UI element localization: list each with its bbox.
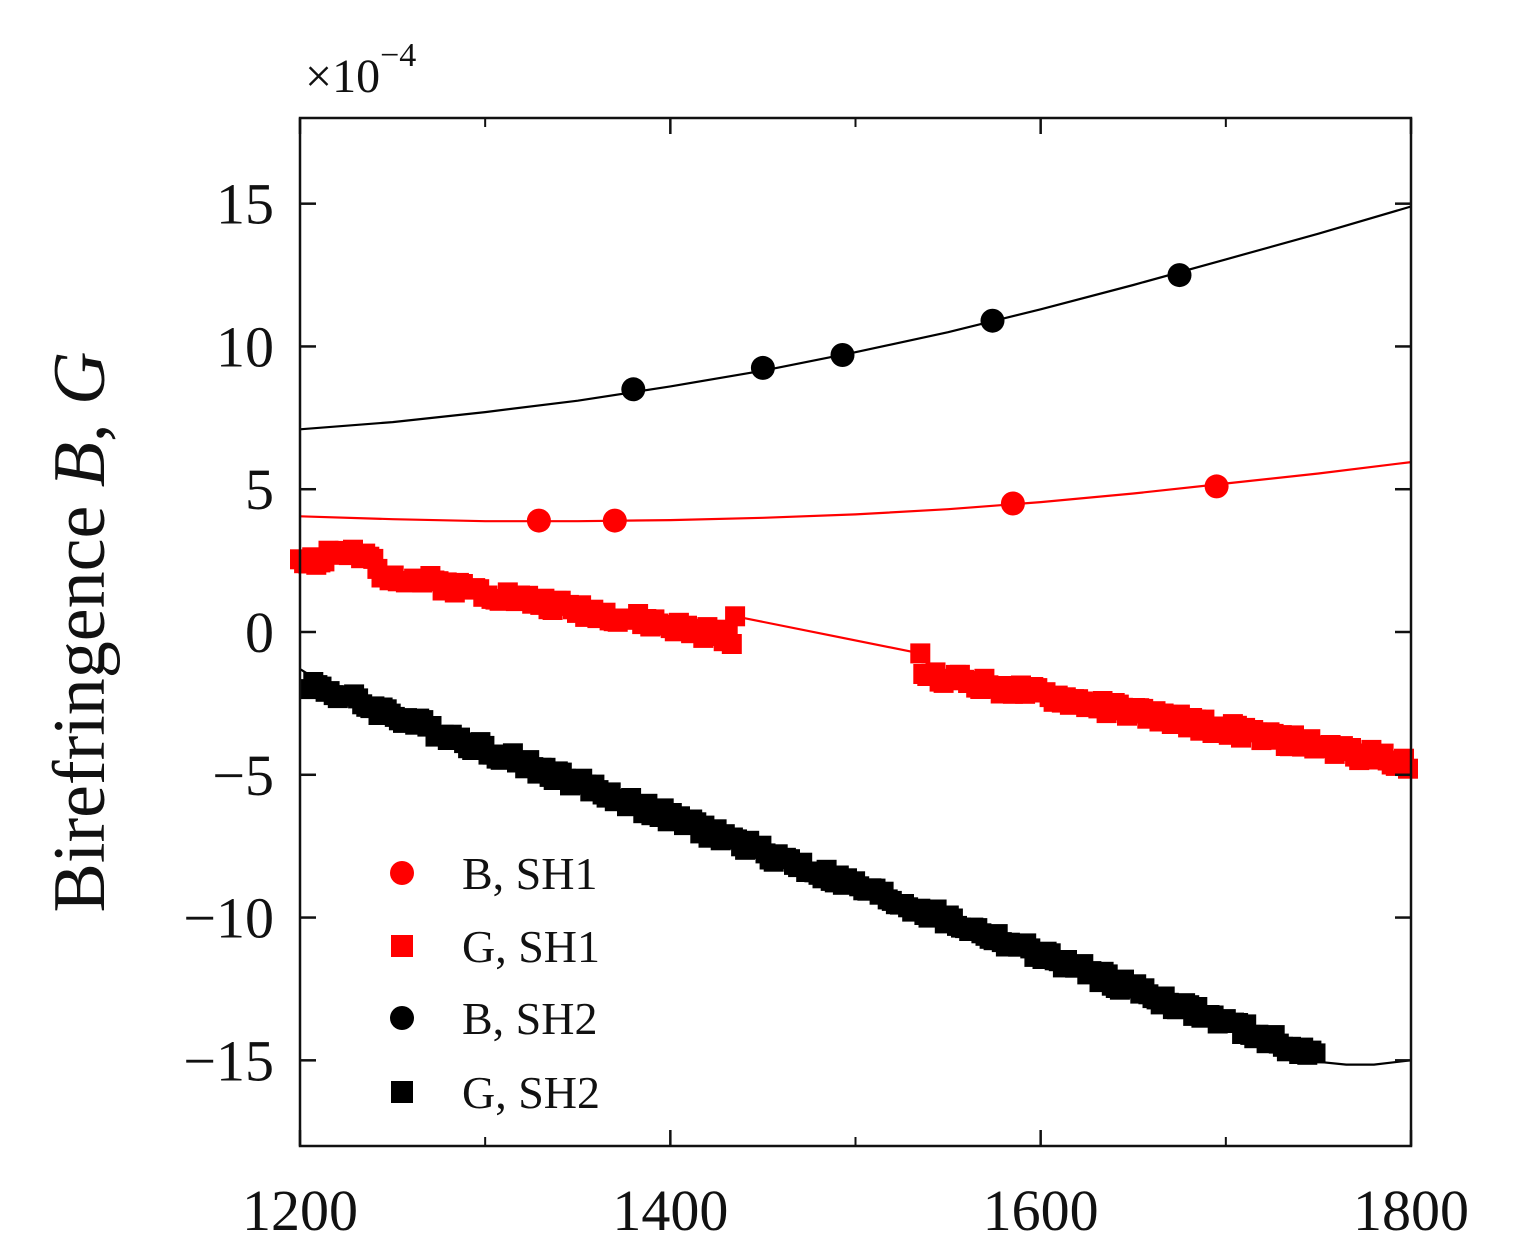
point-b-sh2-4: [1167, 263, 1192, 288]
plot-frame: [298, 116, 1413, 1148]
y-multiplier: ×10−4: [305, 37, 416, 103]
y-axis-label-var-g: G: [39, 352, 121, 405]
legend-marker-g-sh1: [391, 935, 413, 957]
x-tick-label-1200: 1200: [242, 1178, 358, 1243]
point-b-sh2-1: [750, 355, 775, 380]
y-tick-label-5: 5: [245, 457, 274, 522]
y-axis-label-var-b: B: [39, 442, 121, 487]
fit-line-b-sh2: [299, 205, 1412, 431]
point-b-sh2-2: [830, 343, 855, 367]
point-b-sh1-3: [1204, 474, 1229, 499]
y-tick-label-0: 0: [245, 600, 274, 665]
point-g-sh1-106: [721, 634, 742, 654]
legend-label-b-sh1: B, SH1: [462, 848, 597, 899]
point-b-sh1-2: [1000, 491, 1025, 516]
legend: B, SH1 G, SH1 B, SH2 G, SH2: [390, 848, 600, 1118]
fit-line-g-sh1: [734, 615, 921, 655]
fit-line-b-sh1: [299, 461, 1412, 523]
x-tick-label-1400: 1400: [612, 1178, 728, 1243]
point-b-sh1-0: [526, 508, 551, 533]
legend-marker-g-sh2: [391, 1081, 413, 1103]
y-tick-label--10: −10: [183, 886, 274, 951]
legend-label-g-sh2: G, SH2: [462, 1067, 600, 1118]
legend-label-b-sh2: B, SH2: [462, 993, 597, 1044]
legend-label-g-sh1: G, SH1: [462, 921, 600, 972]
y-axis-label-prefix: Birefringence: [39, 487, 121, 912]
y-axis-label: Birefringence B, G: [39, 352, 121, 913]
legend-marker-b-sh2: [390, 1006, 414, 1030]
point-g-sh1-227: [725, 606, 746, 627]
y-axis-label-sep: ,: [39, 405, 121, 442]
point-g-sh1-228: [910, 643, 931, 664]
point-b-sh1-1: [602, 508, 627, 533]
y-tick-label--5: −5: [212, 743, 274, 808]
y-tick-label--15: −15: [183, 1028, 274, 1093]
point-g-sh2-247: [1305, 1043, 1326, 1064]
x-tick-label-1600: 1600: [983, 1178, 1099, 1243]
data-points-layer: [290, 263, 1418, 1065]
legend-marker-b-sh1: [390, 861, 414, 885]
x-tick-label-1800: 1800: [1353, 1178, 1469, 1243]
point-b-sh2-3: [980, 308, 1005, 333]
axis-ticks-layer: 1200 1400 1600 1800 15 10 5 0 −5 −10 −15: [183, 118, 1469, 1243]
y-multiplier-exponent: −4: [380, 37, 416, 74]
y-tick-label-15: 15: [216, 172, 274, 237]
y-multiplier-base: ×10: [305, 50, 380, 103]
point-b-sh2-0: [621, 377, 646, 402]
y-tick-label-10: 10: [216, 314, 274, 379]
